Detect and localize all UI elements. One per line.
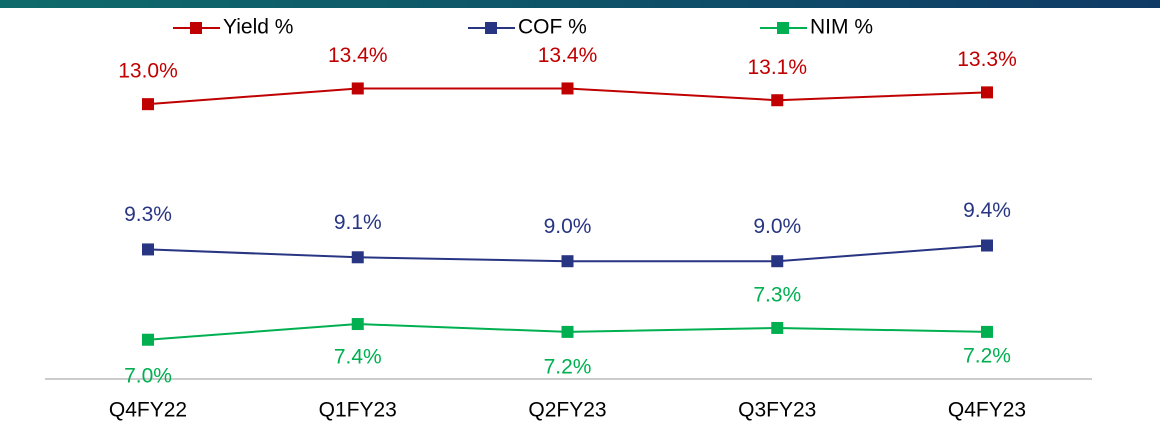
point-marker — [561, 325, 574, 338]
point-marker — [142, 98, 154, 111]
data-label: 7.2% — [544, 355, 592, 378]
point-marker — [981, 86, 993, 99]
x-tick-label: Q4FY23 — [948, 399, 1026, 422]
legend-marker — [190, 22, 202, 34]
point-marker — [351, 251, 364, 264]
data-label: 7.0% — [124, 364, 172, 387]
data-label: 7.3% — [753, 284, 801, 307]
point-marker — [561, 82, 574, 95]
x-tick-label: Q1FY23 — [319, 399, 397, 422]
point-marker — [771, 255, 784, 268]
data-label: 13.0% — [118, 60, 178, 83]
data-label: 9.4% — [963, 199, 1011, 222]
point-marker — [981, 325, 993, 338]
point-marker — [771, 94, 784, 107]
data-label: 9.0% — [544, 215, 592, 238]
point-marker — [142, 243, 154, 256]
point-marker — [771, 321, 784, 334]
x-tick-label: Q2FY23 — [528, 399, 606, 422]
legend-label: COF % — [518, 16, 587, 39]
data-label: 13.1% — [747, 56, 807, 79]
legend-label: NIM % — [810, 16, 873, 39]
x-tick-label: Q3FY23 — [738, 399, 816, 422]
data-label: 9.0% — [753, 215, 801, 238]
point-marker — [981, 239, 993, 252]
header-bar — [0, 0, 1160, 8]
data-label: 13.3% — [957, 48, 1017, 71]
legend-marker — [485, 22, 497, 34]
x-tick-label: Q4FY22 — [109, 399, 187, 422]
data-label: 9.1% — [334, 211, 382, 234]
legend-marker — [777, 22, 789, 34]
data-label: 9.3% — [124, 203, 172, 226]
data-label: 7.4% — [334, 346, 382, 369]
data-label: 13.4% — [328, 44, 388, 67]
point-marker — [142, 333, 154, 346]
point-marker — [351, 82, 364, 95]
point-marker — [351, 318, 364, 331]
data-label: 7.2% — [963, 344, 1011, 367]
data-label: 13.4% — [538, 44, 598, 67]
point-marker — [561, 255, 574, 268]
legend-label: Yield % — [223, 16, 293, 39]
